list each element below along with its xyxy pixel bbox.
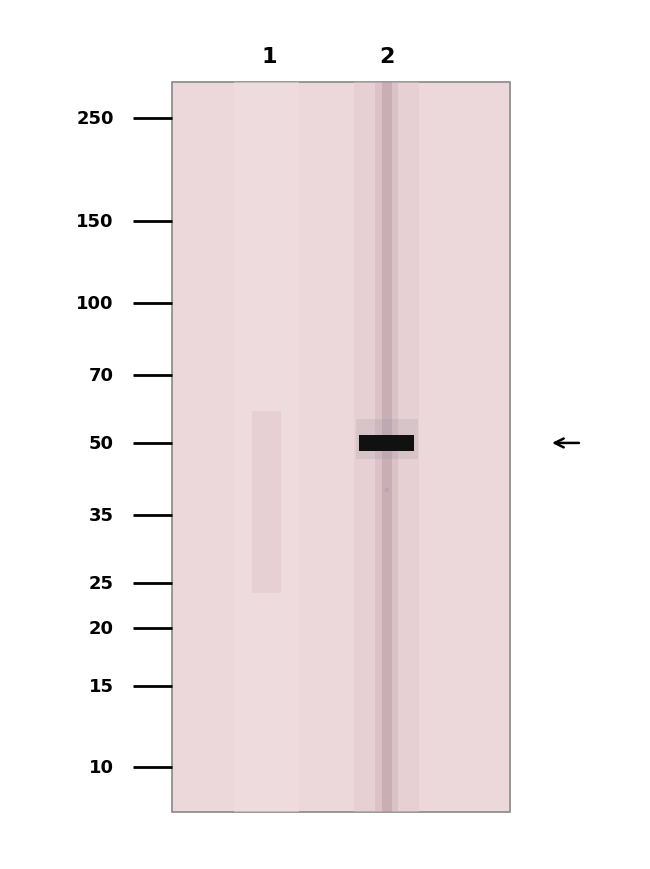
Text: 1: 1 <box>262 47 278 66</box>
Text: 20: 20 <box>89 619 114 637</box>
Text: 25: 25 <box>89 574 114 592</box>
Text: 50: 50 <box>89 434 114 453</box>
Text: 10: 10 <box>89 759 114 777</box>
Text: 250: 250 <box>76 110 114 129</box>
Text: 150: 150 <box>76 213 114 231</box>
Text: 2: 2 <box>379 47 395 66</box>
Bar <box>359 435 415 451</box>
Bar <box>354 83 419 813</box>
Ellipse shape <box>385 488 389 493</box>
Bar <box>172 83 510 813</box>
Text: 15: 15 <box>89 677 114 695</box>
Bar <box>234 83 299 813</box>
Bar <box>382 83 392 813</box>
Text: 35: 35 <box>89 507 114 524</box>
Bar <box>375 83 398 813</box>
Text: 100: 100 <box>76 295 114 313</box>
Text: 70: 70 <box>89 367 114 385</box>
Bar <box>252 411 281 594</box>
Bar <box>356 420 417 459</box>
